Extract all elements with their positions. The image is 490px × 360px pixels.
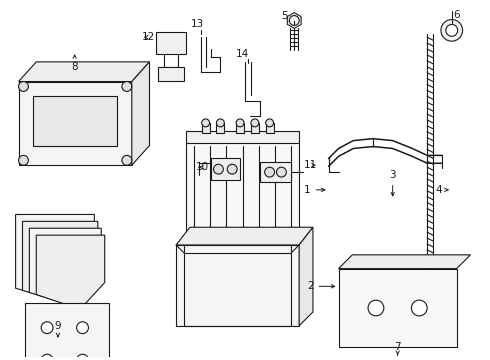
Bar [186, 141, 299, 249]
Circle shape [202, 119, 210, 127]
Polygon shape [23, 221, 98, 305]
Circle shape [289, 15, 299, 26]
Text: 6: 6 [453, 10, 460, 19]
Circle shape [122, 82, 132, 91]
Circle shape [265, 167, 274, 177]
Circle shape [276, 167, 286, 177]
Polygon shape [176, 245, 299, 326]
Circle shape [76, 322, 89, 334]
Text: 7: 7 [394, 342, 401, 355]
Bar [25, 303, 109, 360]
Text: 13: 13 [191, 19, 204, 30]
Text: 12: 12 [142, 32, 155, 42]
Polygon shape [176, 227, 313, 245]
Circle shape [412, 300, 427, 316]
Circle shape [19, 156, 28, 165]
Text: 4: 4 [435, 185, 448, 195]
Text: 1: 1 [304, 185, 325, 195]
Text: 9: 9 [54, 321, 61, 337]
Bar [186, 131, 299, 143]
Circle shape [446, 24, 458, 36]
Circle shape [122, 156, 132, 165]
Text: 2: 2 [307, 281, 335, 291]
Circle shape [19, 82, 28, 91]
Circle shape [41, 322, 53, 334]
Bar [217, 123, 224, 133]
Bar [211, 158, 240, 180]
Text: 10: 10 [196, 162, 209, 172]
Polygon shape [339, 255, 470, 269]
Text: 3: 3 [390, 170, 396, 196]
Bar [156, 32, 186, 54]
Bar [236, 123, 244, 133]
Circle shape [76, 354, 89, 360]
Text: 14: 14 [235, 49, 248, 59]
Circle shape [266, 119, 273, 127]
Polygon shape [36, 235, 105, 309]
Bar [260, 162, 291, 182]
Circle shape [236, 119, 244, 127]
Text: 8: 8 [72, 55, 78, 72]
Bar [158, 67, 184, 81]
Bar [184, 253, 291, 326]
Bar [33, 96, 117, 145]
Polygon shape [299, 227, 313, 326]
Polygon shape [16, 215, 95, 303]
Circle shape [217, 119, 224, 127]
Bar [266, 123, 273, 133]
Polygon shape [132, 62, 149, 165]
Circle shape [227, 164, 237, 174]
Bar [339, 269, 457, 347]
Polygon shape [287, 13, 301, 28]
Text: 5: 5 [281, 10, 288, 21]
Polygon shape [19, 82, 132, 165]
Polygon shape [29, 228, 101, 307]
Bar [251, 123, 259, 133]
Circle shape [368, 300, 384, 316]
Polygon shape [19, 62, 149, 82]
Circle shape [41, 354, 53, 360]
Text: 11: 11 [304, 160, 318, 170]
Circle shape [214, 164, 223, 174]
Circle shape [251, 119, 259, 127]
Circle shape [441, 19, 463, 41]
Bar [202, 123, 210, 133]
